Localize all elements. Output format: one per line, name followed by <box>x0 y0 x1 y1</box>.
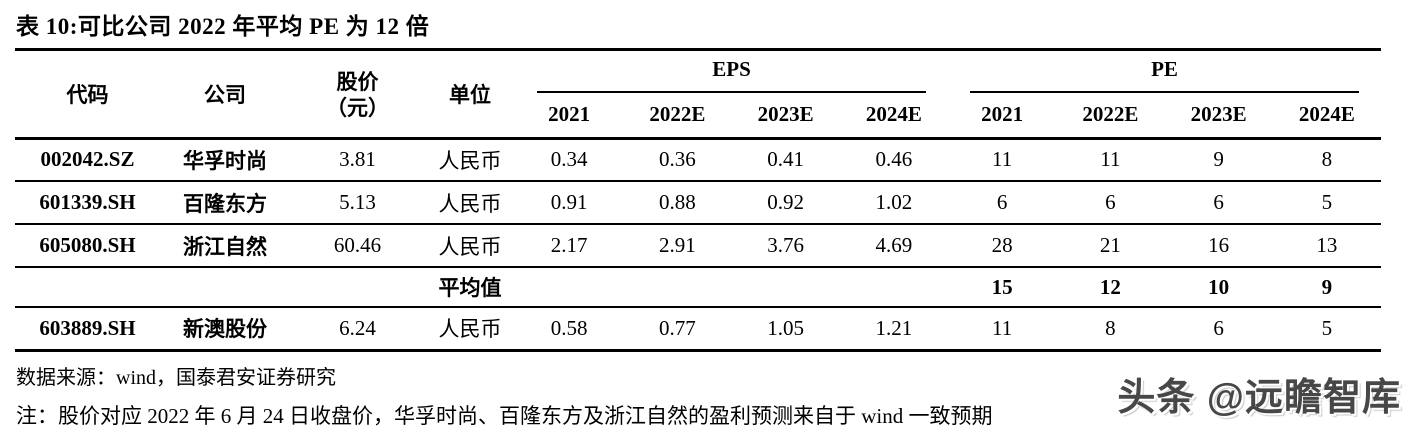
table-body: 002042.SZ 华孚时尚 3.81 人民币 0.34 0.36 0.41 0.46 11 11… <box>15 138 1381 350</box>
eps-2023e-cell: 0.41 <box>731 138 840 182</box>
eps-2022e-cell: 0.88 <box>623 181 732 225</box>
pe-2021-cell: 11 <box>948 138 1057 182</box>
pe-2021-cell: 15 <box>948 267 1057 308</box>
eps-2023e-cell <box>731 267 840 308</box>
pe-2023e-cell: 6 <box>1164 181 1273 225</box>
year-header-row: 2021 2022E 2023E 2024E 2021 2022E 2023E … <box>15 93 1381 140</box>
price-header-line2: （元） <box>326 95 389 120</box>
pe-2021-cell: 28 <box>948 224 1057 268</box>
eps-2024e-cell: 1.21 <box>875 315 913 340</box>
price-cell <box>290 267 425 308</box>
eps-2023e-cell: 3.76 <box>731 224 840 268</box>
unit-cell: 人民币 <box>425 181 515 225</box>
pe-2021-cell: 11 <box>992 315 1013 340</box>
code-cell <box>15 267 160 308</box>
eps-2024e-cell <box>839 267 948 308</box>
pe-group-label: PE <box>970 51 1359 93</box>
pe-2022e-cell: 8 <box>1105 315 1116 340</box>
eps-2021-cell: 0.58 <box>550 315 588 340</box>
company-cell: 百隆东方 <box>160 181 290 225</box>
footnote: 注：股价对应 2022 年 6 月 24 日收盘价，华孚时尚、百隆东方及浙江自然… <box>16 403 993 427</box>
eps-2022e-cell: 0.77 <box>659 315 696 340</box>
eps-2023e-cell: 0.92 <box>731 181 840 225</box>
pe-2024e-cell: 13 <box>1272 224 1381 268</box>
eps-2024e-header: 2024E <box>839 93 948 140</box>
company-row: 603889.SH 新澳股份 6.24 人民币 0.58 0.77 1.05 1.21 11 8 6… <box>15 307 1381 350</box>
eps-2023e-cell: 1.05 <box>767 315 804 340</box>
price-header-line1: 股价 <box>336 69 379 94</box>
company-cell <box>160 267 290 308</box>
company-row: 605080.SH 浙江自然 60.46 人民币 2.17 2.91 3.76 4.69 28 2… <box>15 224 1381 268</box>
pe-2022e-cell: 21 <box>1056 224 1165 268</box>
unit-cell: 人民币 <box>438 317 502 342</box>
eps-2021-cell: 0.91 <box>515 181 624 225</box>
company-column-header: 公司 <box>160 49 290 140</box>
eps-group-label: EPS <box>537 51 926 93</box>
pe-2022e-header: 2022E <box>1056 93 1165 140</box>
price-cell: 60.46 <box>290 224 425 268</box>
pe-2024e-cell: 5 <box>1321 315 1333 340</box>
eps-2022e-cell <box>623 267 732 308</box>
eps-2022e-header: 2022E <box>623 93 732 140</box>
eps-2024e-cell: 1.02 <box>839 181 948 225</box>
eps-2021-header: 2021 <box>515 93 624 140</box>
code-cell: 601339.SH <box>15 181 160 225</box>
eps-group-header: EPS <box>515 50 948 93</box>
price-column-header: 股价 （元） <box>290 49 425 140</box>
company-row: 002042.SZ 华孚时尚 3.81 人民币 0.34 0.36 0.41 0.46 11 11… <box>15 138 1381 182</box>
pe-2024e-cell: 5 <box>1272 181 1381 225</box>
unit-column-header: 单位 <box>425 49 515 140</box>
eps-2023e-header: 2023E <box>731 93 840 140</box>
pe-2023e-cell: 6 <box>1213 315 1224 340</box>
pe-2021-header: 2021 <box>948 93 1057 140</box>
pe-2022e-cell: 12 <box>1056 267 1165 308</box>
pe-2021-cell: 6 <box>948 181 1057 225</box>
price-cell: 5.13 <box>290 181 425 225</box>
pe-group-header: PE <box>948 50 1381 93</box>
company-cell: 华孚时尚 <box>160 138 290 182</box>
pe-2024e-header: 2024E <box>1272 93 1381 140</box>
price-cell: 3.81 <box>290 138 425 182</box>
eps-2024e-cell: 4.69 <box>839 224 948 268</box>
code-cell: 603889.SH <box>39 315 136 340</box>
watermark: 头条 @远瞻智库 <box>1117 377 1401 419</box>
company-cell: 浙江自然 <box>160 224 290 268</box>
company-row: 601339.SH 百隆东方 5.13 人民币 0.91 0.88 0.92 1.02 6 6 6 5 <box>15 181 1381 225</box>
eps-2024e-cell: 0.46 <box>839 138 948 182</box>
pe-2023e-cell: 16 <box>1164 224 1273 268</box>
pe-2022e-cell: 11 <box>1056 138 1165 182</box>
pe-2024e-cell: 8 <box>1272 138 1381 182</box>
eps-2022e-cell: 0.36 <box>623 138 732 182</box>
eps-2021-cell: 0.34 <box>515 138 624 182</box>
pe-2023e-header: 2023E <box>1164 93 1273 140</box>
pe-2022e-cell: 6 <box>1056 181 1165 225</box>
average-row: 平均值 15 12 10 9 <box>15 267 1381 308</box>
data-source-note: 数据来源：wind，国泰君安证券研究 <box>16 366 336 389</box>
price-cell: 6.24 <box>339 315 376 340</box>
unit-cell: 平均值 <box>425 267 515 308</box>
code-cell: 002042.SZ <box>15 138 160 182</box>
unit-cell: 人民币 <box>425 224 515 268</box>
code-cell: 605080.SH <box>15 224 160 268</box>
unit-cell: 人民币 <box>425 138 515 182</box>
pe-2023e-cell: 10 <box>1164 267 1273 308</box>
table-header: 代码 公司 股价 （元） 单位 EPS PE 2021 2022E <box>15 49 1381 140</box>
company-cell: 新澳股份 <box>183 317 267 342</box>
eps-2021-cell <box>515 267 624 308</box>
eps-2021-cell: 2.17 <box>515 224 624 268</box>
group-header-row: 代码 公司 股价 （元） 单位 EPS PE <box>15 49 1381 140</box>
pe-2023e-cell: 9 <box>1164 138 1273 182</box>
eps-2022e-cell: 2.91 <box>623 224 732 268</box>
table-title: 表 10:可比公司 2022 年平均 PE 为 12 倍 <box>16 14 430 39</box>
code-column-header: 代码 <box>15 49 160 140</box>
comparable-companies-table: 代码 公司 股价 （元） 单位 EPS PE 2021 2022E <box>15 48 1381 352</box>
pe-2024e-cell: 9 <box>1272 267 1381 308</box>
